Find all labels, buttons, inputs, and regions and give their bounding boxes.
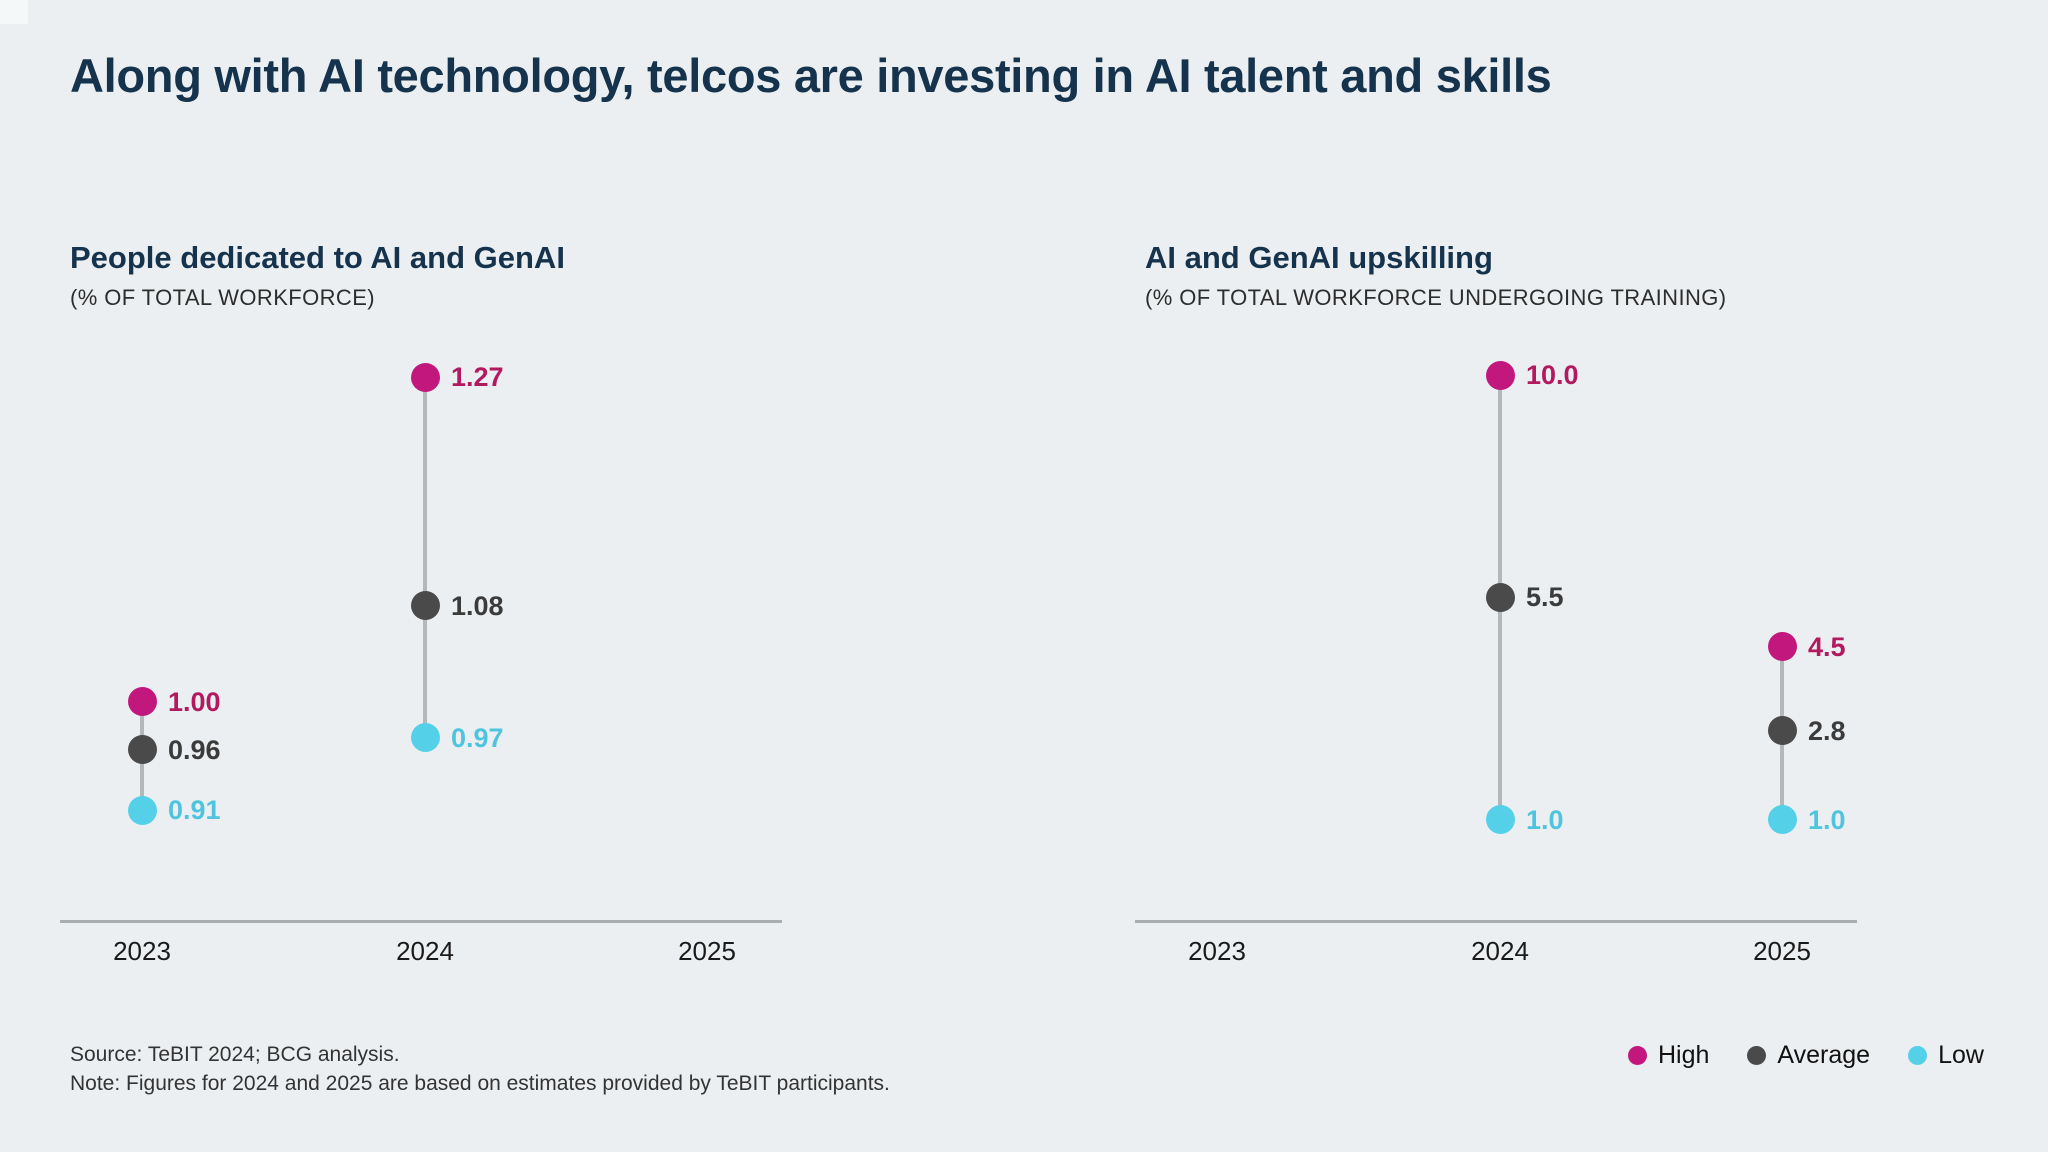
x-tick-2025: 2025 (1753, 936, 1811, 966)
high-dot-2024 (1485, 360, 1515, 390)
high-value-label-2024: 1.27 (451, 362, 504, 392)
average-value-label-2023: 0.96 (168, 734, 221, 765)
high-value-label-2025: 4.5 (1808, 631, 1846, 662)
chart-title: AI and GenAI upskilling (1145, 240, 1493, 275)
x-axis (1135, 920, 1857, 923)
low-dot-2023 (127, 795, 157, 825)
legend-item-low: Low (1908, 1041, 1984, 1070)
high-dot-2024 (410, 362, 440, 392)
corner-highlight (0, 0, 28, 24)
x-tick-2023: 2023 (113, 936, 171, 966)
page-title: Along with AI technology, telcos are inv… (70, 49, 1552, 102)
low-dot-icon (1908, 1046, 1928, 1065)
low-dot-2024 (410, 723, 440, 753)
range-line-2024 (423, 377, 427, 738)
high-value-label-2024: 10.0 (1526, 360, 1579, 390)
source-note: Source: TeBIT 2024; BCG analysis. (70, 1043, 400, 1066)
plot-area: 2023 2024 2025 1.00 0.96 0.91 1.27 1.08 0.97 (60, 240, 850, 1030)
average-value-label-2025: 2.8 (1808, 715, 1846, 746)
legend-label: Average (1777, 1041, 1871, 1069)
high-dot-2023 (127, 687, 157, 717)
chart-subtitle: (% OF TOTAL WORKFORCE) (70, 285, 375, 310)
x-tick-2025: 2025 (678, 936, 736, 966)
average-dot-2024 (1485, 582, 1515, 612)
x-tick-2023: 2023 (1188, 936, 1246, 966)
average-value-label-2024: 1.08 (451, 590, 504, 621)
low-value-label-2025: 1.0 (1808, 804, 1846, 835)
x-tick-2024: 2024 (396, 936, 454, 966)
legend-label: High (1658, 1041, 1710, 1069)
plot-area: 2023 2024 2025 10.0 5.5 1.0 4.5 2.8 1.0 (1135, 240, 1925, 1030)
average-value-label-2024: 5.5 (1526, 582, 1564, 613)
legend-label: Low (1938, 1041, 1984, 1069)
x-tick-2024: 2024 (1471, 936, 1529, 966)
chart-people-dedicated-to-ai: People dedicated to AI and GenAI (% OF T… (60, 240, 850, 1030)
average-dot-2025 (1767, 716, 1797, 746)
legend-item-high: High (1628, 1041, 1709, 1070)
chart-ai-upskilling: AI and GenAI upskilling (% OF TOTAL WORK… (1135, 240, 1925, 1030)
chart-subtitle: (% OF TOTAL WORKFORCE UNDERGOING TRAININ… (1145, 285, 1727, 310)
high-dot-icon (1628, 1046, 1647, 1065)
high-dot-2025 (1767, 632, 1797, 662)
low-value-label-2023: 0.91 (168, 795, 221, 826)
x-axis (60, 920, 782, 923)
footnotes: Source: TeBIT 2024; BCG analysis. Note: … (70, 1040, 890, 1098)
legend-item-average: Average (1747, 1041, 1870, 1070)
average-dot-icon (1747, 1046, 1767, 1065)
low-value-label-2024: 1.0 (1526, 804, 1564, 835)
high-value-label-2023: 1.00 (168, 686, 221, 717)
average-dot-2024 (410, 591, 440, 621)
chart-title: People dedicated to AI and GenAI (70, 240, 565, 275)
low-dot-2025 (1767, 805, 1797, 835)
low-dot-2024 (1485, 805, 1515, 835)
legend: High Average Low (1628, 1041, 1984, 1070)
low-value-label-2024: 0.97 (451, 722, 504, 753)
estimates-note: Note: Figures for 2024 and 2025 are base… (70, 1072, 890, 1095)
average-dot-2023 (127, 735, 157, 765)
